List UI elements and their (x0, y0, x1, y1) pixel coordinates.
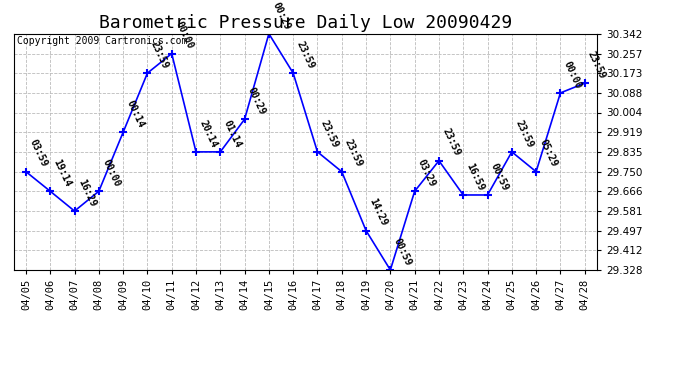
Text: 00:59: 00:59 (489, 161, 511, 192)
Text: 00:59: 00:59 (392, 236, 413, 267)
Text: 19:14: 19:14 (52, 158, 73, 189)
Text: 00:00: 00:00 (173, 20, 195, 51)
Text: 23:59: 23:59 (343, 138, 364, 169)
Text: 23:59: 23:59 (319, 118, 340, 149)
Text: 00:29: 00:29 (270, 0, 292, 31)
Text: 03:29: 03:29 (416, 158, 437, 189)
Text: 23:59: 23:59 (149, 39, 170, 70)
Text: 23:59: 23:59 (586, 50, 608, 80)
Text: 23:59: 23:59 (513, 118, 535, 149)
Text: 05:29: 05:29 (538, 138, 559, 169)
Text: 00:29: 00:29 (246, 86, 268, 117)
Text: 16:59: 16:59 (464, 161, 486, 192)
Text: Copyright 2009 Cartronics.com: Copyright 2009 Cartronics.com (17, 36, 187, 46)
Text: 00:14: 00:14 (124, 99, 146, 129)
Text: 03:59: 03:59 (28, 138, 49, 169)
Text: 00:00: 00:00 (562, 59, 583, 90)
Title: Barometric Pressure Daily Low 20090429: Barometric Pressure Daily Low 20090429 (99, 14, 512, 32)
Text: 23:59: 23:59 (440, 127, 462, 158)
Text: 16:29: 16:29 (76, 177, 97, 208)
Text: 20:14: 20:14 (197, 118, 219, 149)
Text: 14:29: 14:29 (368, 197, 389, 228)
Text: 00:00: 00:00 (100, 158, 121, 189)
Text: 01:14: 01:14 (221, 118, 243, 149)
Text: 23:59: 23:59 (295, 39, 316, 70)
